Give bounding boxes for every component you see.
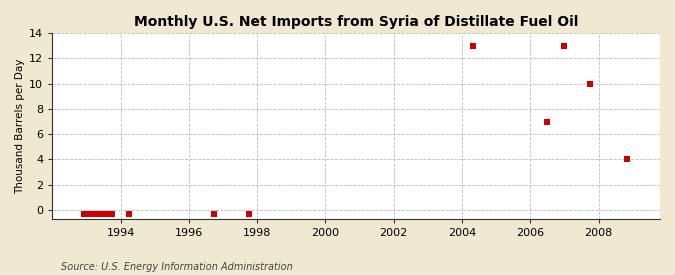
Point bbox=[92, 212, 103, 216]
Point bbox=[124, 212, 134, 216]
Point bbox=[90, 212, 101, 216]
Point bbox=[104, 212, 115, 216]
Point bbox=[95, 212, 106, 216]
Point bbox=[78, 212, 89, 216]
Title: Monthly U.S. Net Imports from Syria of Distillate Fuel Oil: Monthly U.S. Net Imports from Syria of D… bbox=[134, 15, 578, 29]
Point bbox=[243, 212, 254, 216]
Point bbox=[559, 43, 570, 48]
Point bbox=[622, 157, 632, 162]
Point bbox=[87, 212, 98, 216]
Point bbox=[585, 81, 595, 86]
Point bbox=[98, 212, 109, 216]
Point bbox=[542, 119, 553, 124]
Point bbox=[209, 212, 220, 216]
Point bbox=[81, 212, 92, 216]
Text: Source: U.S. Energy Information Administration: Source: U.S. Energy Information Administ… bbox=[61, 262, 292, 272]
Point bbox=[101, 212, 111, 216]
Y-axis label: Thousand Barrels per Day: Thousand Barrels per Day bbox=[15, 58, 25, 194]
Point bbox=[107, 212, 117, 216]
Point bbox=[84, 212, 95, 216]
Point bbox=[468, 43, 479, 48]
